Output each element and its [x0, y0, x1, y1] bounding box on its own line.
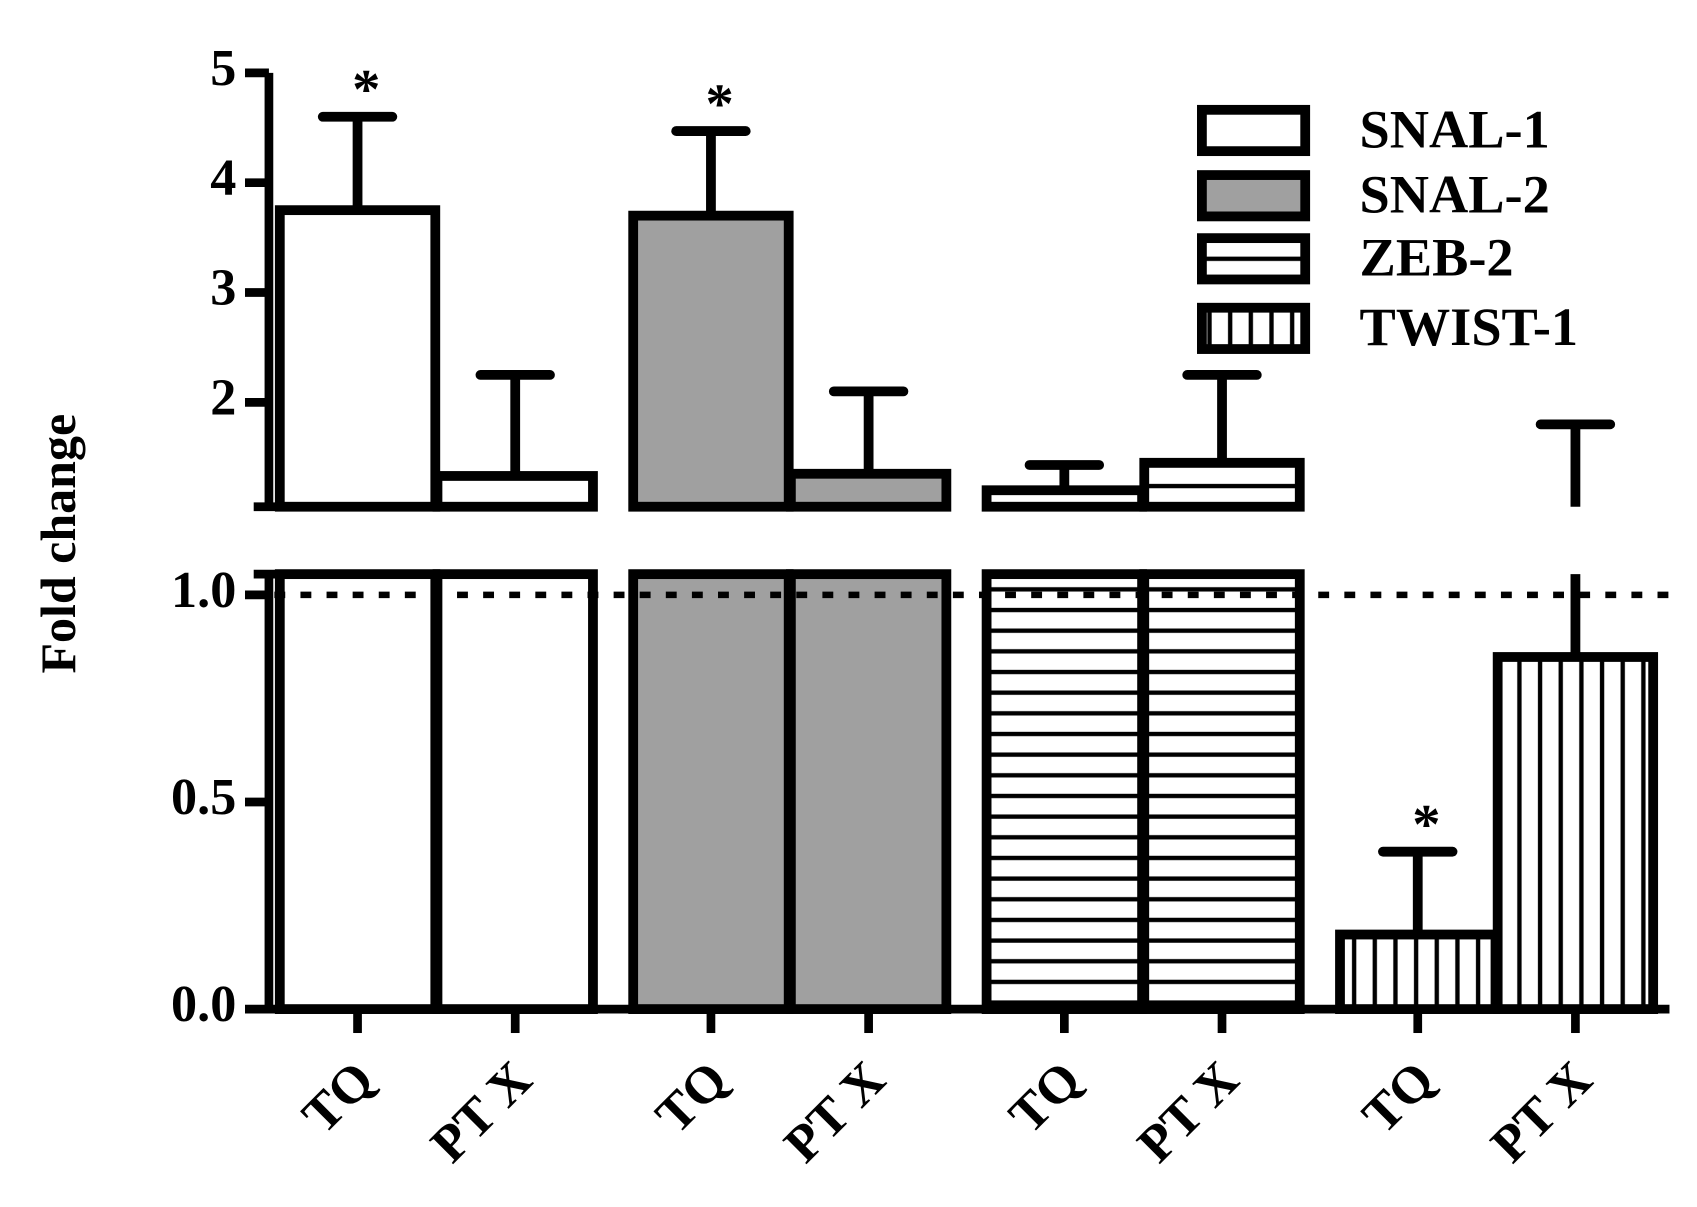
y-tick-label: 1.0: [171, 561, 236, 619]
x-tick-label: PT X: [420, 1050, 544, 1174]
significance-mark: *: [1412, 794, 1440, 856]
bar: [785, 569, 952, 1014]
x-tick-label: TQ: [644, 1050, 738, 1144]
legend-label: ZEB-2: [1360, 228, 1514, 288]
legend-swatch: [1197, 104, 1311, 157]
bar: [981, 569, 1147, 1014]
legend-swatch: [1197, 302, 1311, 354]
y-tick-label: 2: [210, 368, 236, 426]
legend-label: SNAL-1: [1360, 99, 1550, 159]
x-tick-label: PT X: [1480, 1050, 1604, 1174]
significance-mark: *: [352, 59, 380, 121]
x-tick-label: TQ: [1351, 1050, 1445, 1144]
bar: [1139, 569, 1305, 1014]
bar: [981, 485, 1147, 512]
significance-mark: *: [706, 73, 734, 135]
y-tick-label: 0.0: [171, 975, 236, 1033]
x-tick-label: PT X: [773, 1050, 897, 1174]
bar: [1139, 457, 1305, 512]
y-tick-label: 0.5: [171, 768, 236, 826]
bar: [628, 210, 794, 512]
bar: [785, 468, 952, 512]
bar: [274, 569, 441, 1014]
x-tick-label: TQ: [291, 1050, 385, 1144]
legend-swatch: [1197, 233, 1311, 285]
legend-label: SNAL-2: [1360, 165, 1550, 225]
bar: [628, 569, 794, 1014]
y-axis-label: Fold change: [30, 414, 86, 674]
legend-label: TWIST-1: [1360, 297, 1579, 357]
legend-swatch: [1197, 170, 1311, 222]
y-tick-label: 3: [210, 259, 236, 317]
y-tick-label: 4: [210, 149, 236, 207]
bar: [432, 471, 598, 512]
x-tick-label: PT X: [1126, 1050, 1250, 1174]
bar: [432, 569, 598, 1014]
bar: [1492, 652, 1659, 1014]
bar: [1335, 929, 1501, 1014]
y-tick-label: 5: [210, 39, 236, 97]
x-tick-label: TQ: [998, 1050, 1092, 1144]
bar: [274, 205, 441, 512]
